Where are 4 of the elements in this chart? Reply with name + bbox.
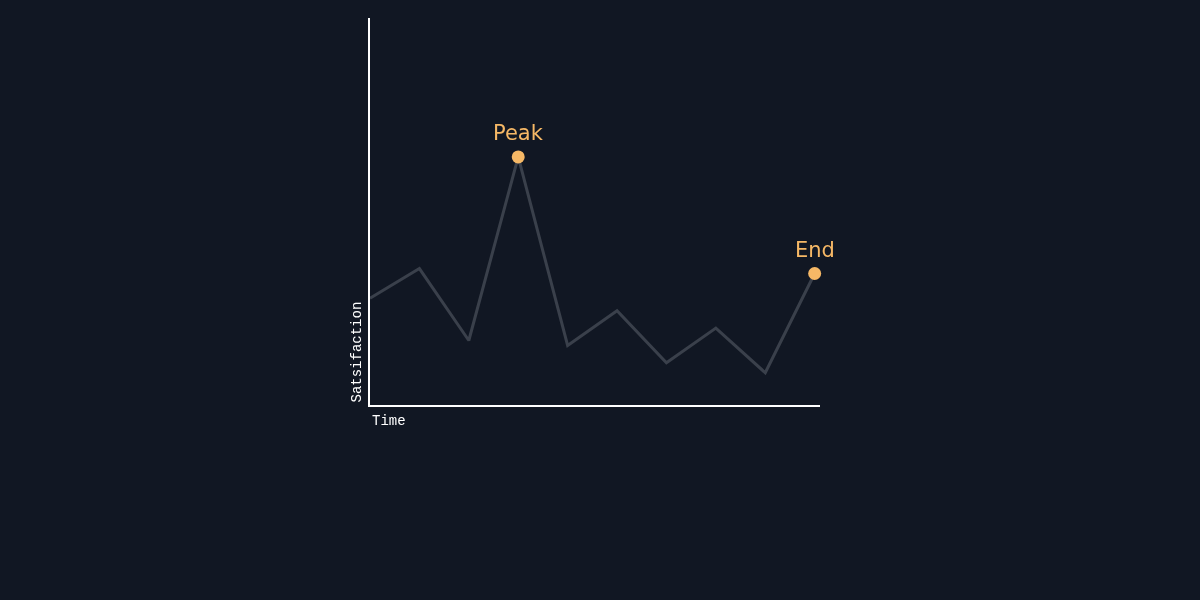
text: Peak <box>493 121 544 145</box>
annotation: End <box>795 238 835 262</box>
x-axis-title: Time <box>372 413 406 429</box>
y-axis-title: Satsifaction <box>348 301 365 403</box>
